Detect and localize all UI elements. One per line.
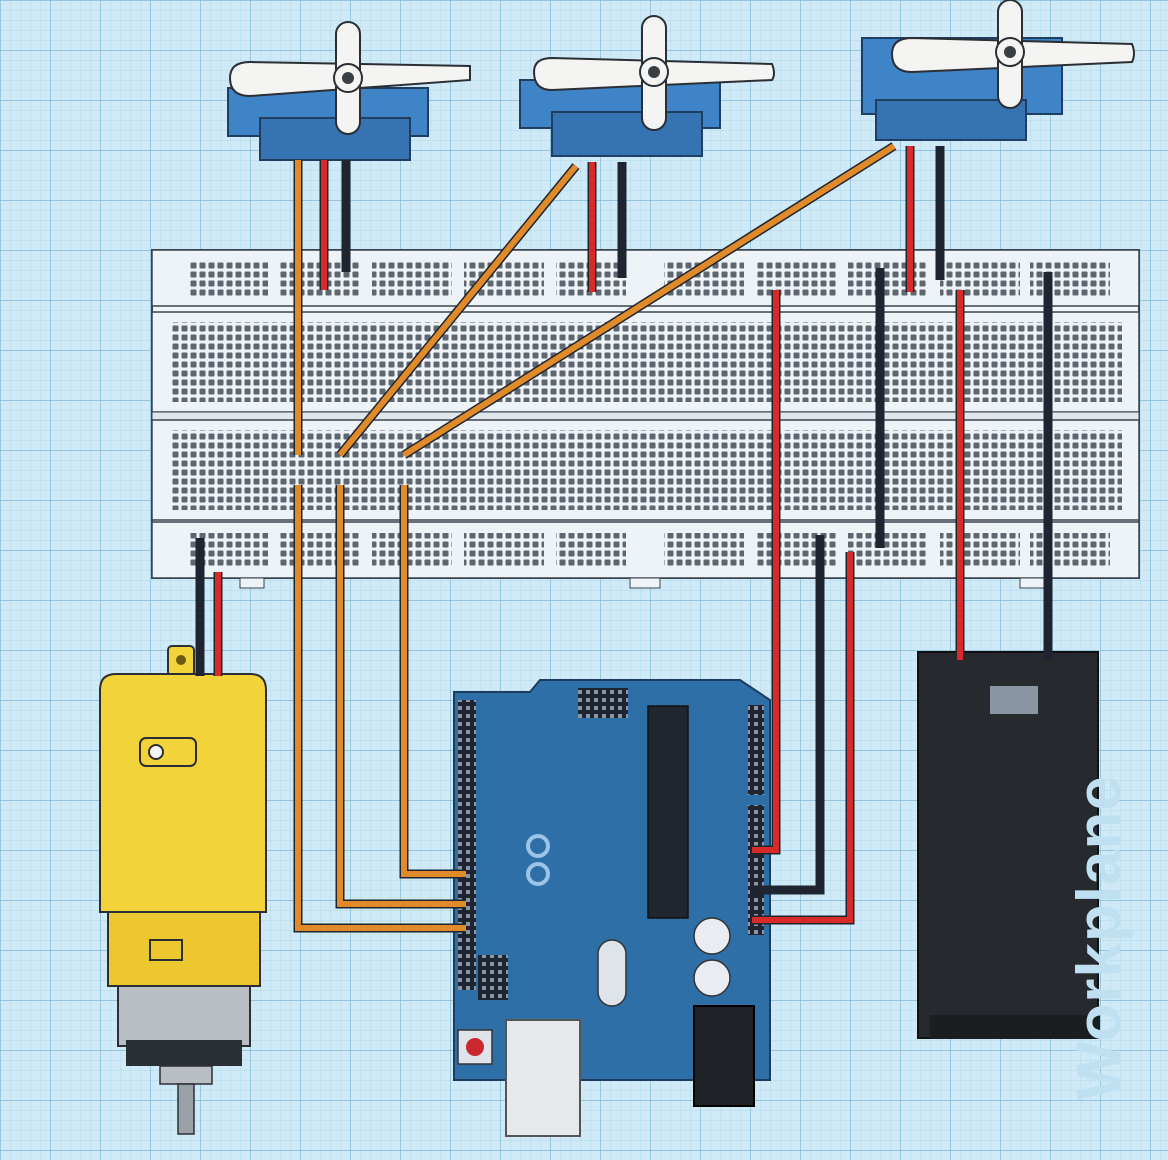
servo-horn	[532, 15, 775, 131]
wires	[195, 142, 1053, 933]
arduino-logo	[526, 834, 550, 887]
motor-shaft	[177, 1083, 195, 1135]
motor-can	[117, 985, 251, 1047]
arduino-uno	[453, 679, 771, 1137]
lower-terminal-strip	[170, 430, 1122, 510]
battery-label-mark	[990, 686, 1038, 714]
icsp-header	[578, 688, 628, 718]
dc-jack	[693, 1005, 755, 1107]
capacitor	[693, 917, 731, 955]
upper-terminal-strip	[170, 322, 1122, 402]
dc-gear-motor	[99, 645, 267, 1135]
battery-pack	[917, 651, 1100, 1039]
wire-arduino-gnd	[752, 535, 825, 895]
usb-port	[505, 1019, 581, 1137]
digital-header	[458, 700, 476, 990]
atmega-chip	[647, 705, 689, 919]
capacitor	[693, 959, 731, 997]
servo-3	[861, 0, 1135, 141]
analog-header	[748, 805, 764, 935]
crystal	[597, 939, 627, 1007]
servo-horn	[890, 0, 1135, 109]
bottom-power-rail	[188, 533, 1110, 567]
power-header	[748, 705, 764, 795]
servo-horn	[228, 21, 471, 135]
servo-2	[519, 15, 775, 157]
servo-1	[227, 21, 471, 161]
